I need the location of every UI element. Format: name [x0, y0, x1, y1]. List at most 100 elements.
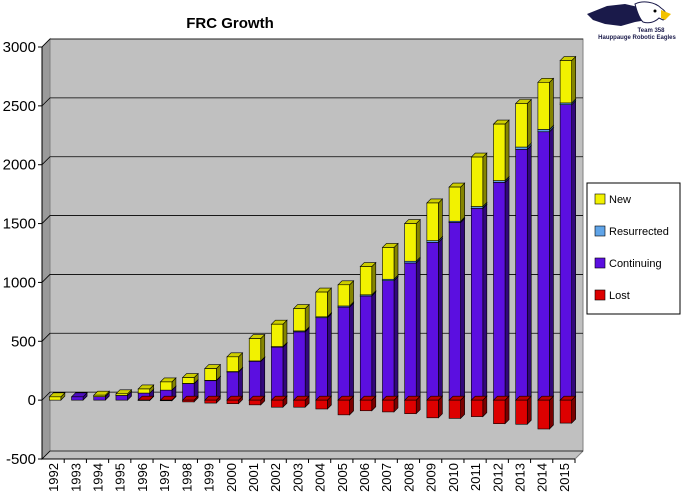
bar-lost-2003: [292, 395, 310, 408]
bar-new-2011: [470, 152, 488, 208]
x-tick-label: 2010: [446, 463, 461, 492]
bar-new-2014: [537, 77, 555, 131]
bar-new-1992: [48, 392, 66, 401]
bars: [48, 55, 577, 430]
x-tick-label: 2002: [268, 463, 283, 492]
bar-continuing-2013: [514, 144, 532, 401]
legend-item-lost: Lost: [594, 289, 630, 302]
legend-swatch-lost: [594, 289, 606, 301]
bar-new-2012: [492, 119, 510, 182]
bar-continuing-2007: [381, 275, 399, 401]
x-tick-label: 1998: [179, 463, 194, 492]
x-tick-label: 2008: [401, 463, 416, 492]
bar-continuing-2014: [537, 127, 555, 401]
bar-lost-2002: [270, 395, 288, 408]
bar-new-1998: [181, 372, 199, 385]
gridline: [41, 156, 583, 165]
x-tick-label: 2015: [557, 463, 572, 492]
bar-lost-2012: [492, 395, 510, 425]
legend-label-lost: Lost: [609, 290, 630, 302]
bar-continuing-2011: [470, 203, 488, 401]
legend-item-continuing: Continuing: [594, 257, 662, 270]
bar-continuing-2010: [448, 217, 466, 401]
bar-lost-1997: [159, 395, 177, 402]
bar-continuing-1993: [70, 392, 88, 401]
x-tick-label: 2004: [313, 463, 328, 492]
bar-new-2001: [248, 333, 266, 362]
bar-new-2002: [270, 319, 288, 348]
x-tick-label: 1997: [157, 463, 172, 492]
bar-lost-2015: [559, 395, 577, 424]
y-tick-label: -500: [6, 451, 36, 468]
bar-lost-2008: [403, 395, 421, 415]
chart-title: FRC Growth: [186, 15, 274, 32]
bar-lost-1996: [137, 395, 155, 402]
x-tick-label: 2003: [290, 463, 305, 492]
bar-lost-1999: [204, 395, 222, 404]
bar-new-2013: [514, 98, 532, 148]
bar-lost-2010: [448, 395, 466, 420]
x-tick-label: 2012: [490, 463, 505, 492]
bar-continuing-2000: [226, 367, 244, 401]
legend-label-new: New: [609, 194, 631, 206]
eagle-head-icon: [634, 1, 668, 24]
legend-label-continuing: Continuing: [609, 258, 662, 270]
bar-new-2004: [315, 287, 333, 318]
legend-swatch-continuing: [594, 257, 606, 269]
bar-new-1999: [204, 363, 222, 382]
bar-lost-2001: [248, 395, 266, 406]
x-tick-label: 1996: [135, 463, 150, 492]
gridline: [41, 97, 583, 107]
bar-new-2009: [426, 198, 444, 242]
x-tick-label: 2011: [468, 463, 483, 491]
x-tick-label: 1999: [202, 463, 217, 492]
y-tick-label: 1500: [3, 216, 36, 233]
bar-continuing-2006: [359, 291, 377, 401]
x-tick-label: 2007: [379, 463, 394, 492]
bar-continuing-2002: [270, 342, 288, 401]
eagle-eye-icon: [653, 9, 657, 13]
y-tick-label: 500: [11, 333, 36, 350]
x-tick-label: 2000: [224, 463, 239, 492]
x-tick-label: 2014: [535, 463, 550, 492]
bar-lost-2013: [514, 395, 532, 425]
bar-new-2003: [292, 303, 310, 332]
x-tick-label: 2013: [512, 463, 527, 492]
bar-lost-1998: [181, 395, 199, 403]
bar-new-2005: [337, 280, 355, 307]
x-tick-label: 1993: [68, 463, 83, 492]
legend: New Resurrected Continuing Lost: [586, 182, 681, 315]
legend-swatch-new: [594, 193, 606, 205]
x-tick-label: 2009: [424, 463, 439, 492]
logo-line1: Team 358: [638, 28, 666, 34]
bar-lost-2000: [226, 395, 244, 405]
x-tick-label: 1995: [113, 463, 128, 492]
bar-continuing-2003: [292, 327, 310, 401]
x-tick-label: 2006: [357, 463, 372, 492]
bar-continuing-2009: [426, 237, 444, 401]
bar-continuing-2001: [248, 356, 266, 401]
bar-new-2006: [359, 261, 377, 296]
bar-new-1995: [115, 389, 133, 397]
bar-lost-2005: [337, 395, 355, 416]
bar-lost-2004: [315, 395, 333, 410]
x-tick-label: 1994: [91, 463, 106, 492]
bar-new-2010: [448, 182, 466, 222]
bar-new-2008: [403, 218, 421, 262]
legend-item-new: New: [594, 193, 631, 206]
bar-new-1997: [159, 377, 177, 391]
x-tick-label: 2005: [335, 463, 350, 492]
y-tick-label: 2000: [3, 157, 36, 174]
legend-label-resurrected: Resurrected: [609, 226, 669, 238]
y-tick-label: 1000: [3, 274, 36, 291]
bar-new-2015: [559, 55, 577, 104]
gridline: [41, 450, 583, 460]
logo-line2: Hauppauge Robotic Eagles: [598, 35, 676, 41]
bar-continuing-2012: [492, 177, 510, 401]
axes: -500 0 500 1000 1500 2000 2500 3000 1992 1993 1994…: [3, 39, 576, 492]
eagle-beak-icon: [661, 10, 671, 20]
bar-new-2000: [226, 352, 244, 373]
bar-lost-2006: [359, 395, 377, 412]
gridline: [41, 38, 583, 48]
